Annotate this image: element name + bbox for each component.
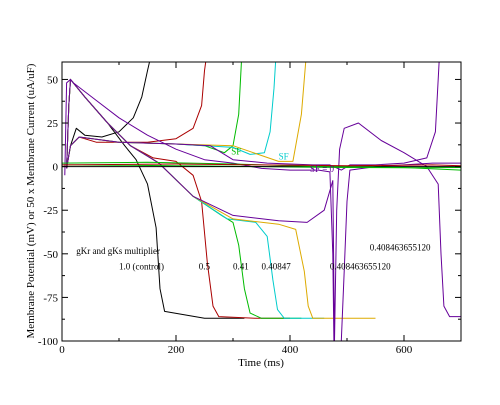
series-line-7 (66, 78, 325, 319)
annotation-label: 0.40847 (262, 262, 292, 272)
annotation-label: SF (279, 152, 289, 162)
series-line-10 (66, 62, 307, 169)
series-line-8 (66, 62, 277, 169)
annotation-label: 0.41 (233, 262, 249, 272)
x-tick-label: 400 (282, 344, 299, 356)
series-line-5 (66, 78, 302, 319)
annotation-label: SF = 0 (310, 164, 335, 174)
series-line-1 (66, 78, 245, 319)
y-tick-label: -100 (38, 336, 59, 348)
annotation-label: 0.408463655120 (330, 262, 391, 272)
y-tick-label: -75 (43, 292, 58, 304)
series-line-3 (66, 78, 290, 319)
annotation-label: 0.5 (199, 262, 211, 272)
y-tick-label: 25 (47, 118, 59, 130)
annotation-label: gKr and gKs multiplier (76, 246, 160, 256)
series-line-18 (62, 163, 461, 167)
x-axis-label: Time (ms) (238, 357, 284, 369)
series-line-9 (66, 78, 376, 319)
y-tick-label: 0 (53, 162, 59, 174)
x-tick-label: 0 (59, 344, 65, 356)
plot-frame (61, 61, 462, 342)
annotation-label: 1.0 (control) (119, 262, 164, 272)
y-tick-label: -25 (43, 205, 58, 217)
series-line-12 (66, 62, 440, 171)
y-axis-label: Membrane Potential (mV) or 50 x Membrane… (25, 63, 37, 338)
series-line-13 (64, 78, 335, 341)
annotation-label: SF (231, 146, 241, 156)
series-line-6 (66, 62, 242, 169)
x-tick-label: 200 (168, 344, 185, 356)
x-tick-label: 600 (396, 344, 413, 356)
series-line-14 (340, 162, 461, 341)
annotation-label: 0.408463655120 (370, 242, 431, 252)
series-line-4 (66, 62, 207, 169)
series-line-2 (66, 62, 151, 169)
y-tick-label: -50 (43, 249, 58, 261)
series-line-11 (66, 78, 461, 341)
y-tick-label: 50 (47, 74, 59, 86)
